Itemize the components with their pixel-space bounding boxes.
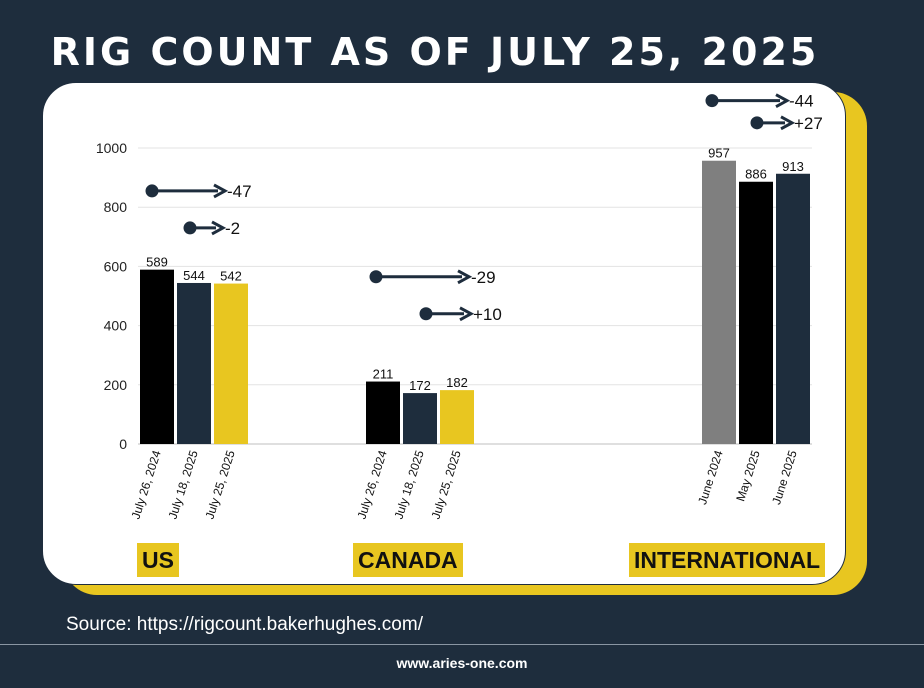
bar [366, 381, 400, 444]
annotation-label: +27 [794, 114, 823, 133]
bar [140, 269, 174, 444]
annotation-label: -44 [789, 92, 814, 111]
data-label: 957 [708, 146, 730, 161]
rig-count-chart: 0 200 400 600 800 1000 589 July 26, 2024 544 July… [96, 92, 823, 521]
x-tick-label: July 25, 2025 [428, 448, 463, 521]
annotation-label: +10 [473, 305, 502, 324]
y-tick-label: 800 [104, 199, 128, 215]
region-label-canada: CANADA [353, 543, 463, 577]
bar [702, 160, 736, 444]
source-note: Source: https://rigcount.bakerhughes.com… [66, 614, 423, 635]
data-label: 172 [409, 378, 431, 393]
x-tick-label: June 2024 [695, 448, 726, 506]
x-tick-label: July 18, 2025 [391, 448, 426, 521]
x-tick-label: July 26, 2024 [354, 448, 389, 521]
annotation-label: -2 [225, 219, 240, 238]
y-tick-label: 200 [104, 377, 128, 393]
annotation-label: -29 [471, 268, 496, 287]
annotation-label: -47 [227, 182, 252, 201]
bar [403, 393, 437, 444]
bar [177, 282, 211, 444]
x-tick-label: July 18, 2025 [165, 448, 200, 521]
x-tick-label: July 25, 2025 [202, 448, 237, 521]
footer-divider [0, 644, 924, 645]
data-label: 211 [373, 367, 394, 382]
annotation-arrowhead [213, 183, 229, 199]
y-tick-label: 400 [104, 318, 128, 334]
y-tick-label: 0 [119, 436, 127, 452]
x-tick-label: June 2025 [769, 448, 800, 506]
bar [214, 283, 248, 444]
x-tick-label: May 2025 [733, 448, 763, 503]
x-tick-label: July 26, 2024 [128, 448, 163, 521]
bar [739, 181, 773, 444]
annotation-arrowhead [459, 306, 475, 322]
annotation-arrowhead [211, 220, 227, 236]
data-label: 589 [146, 255, 168, 270]
region-label-us: US [137, 543, 179, 577]
region-label-international: INTERNATIONAL [629, 543, 826, 577]
data-label: 913 [782, 159, 804, 174]
bar [776, 173, 810, 444]
page-title: RIG COUNT AS OF JULY 25, 2025 [50, 30, 820, 74]
bar [440, 390, 474, 444]
data-label: 182 [446, 375, 468, 390]
annotation-arrowhead [780, 115, 796, 131]
annotation-arrowhead [775, 93, 791, 108]
y-tick-label: 600 [104, 258, 128, 274]
website-link[interactable]: www.aries-one.com [396, 655, 528, 671]
data-label: 542 [220, 269, 242, 284]
data-label: 886 [745, 167, 767, 182]
y-tick-label: 1000 [96, 140, 127, 156]
data-label: 544 [183, 268, 205, 283]
annotation-arrowhead [457, 269, 473, 285]
